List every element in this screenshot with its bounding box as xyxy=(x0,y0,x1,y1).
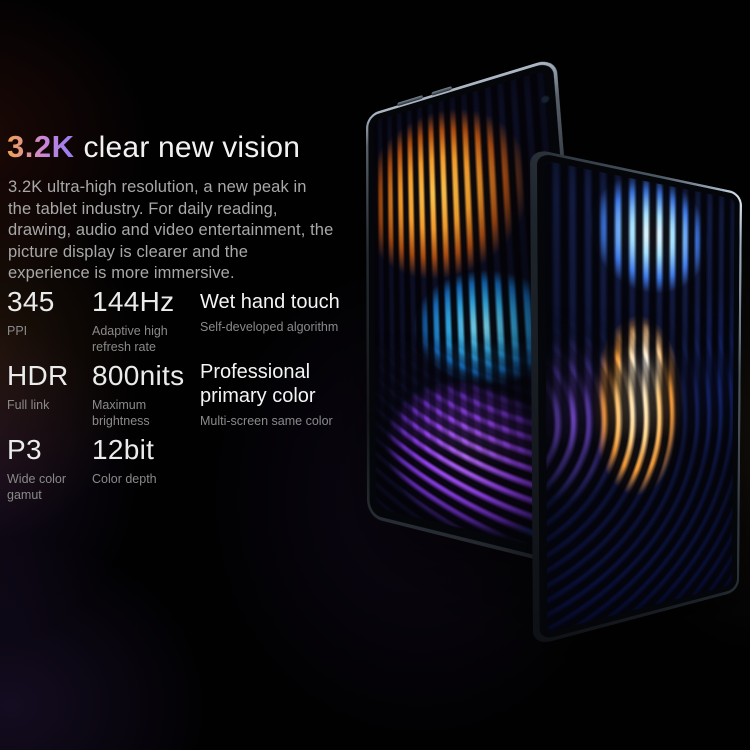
spec-label: Adaptive high refresh rate xyxy=(92,323,190,355)
spec-value: 345 xyxy=(7,286,82,318)
spec-item-refresh-rate: 144Hz Adaptive high refresh rate xyxy=(92,286,200,355)
spec-item-hdr: HDR Full link xyxy=(7,360,92,413)
promo-banner: 3.2K clear new vision 3.2K ultra-high re… xyxy=(0,0,750,750)
page-title: 3.2K clear new vision xyxy=(7,129,300,165)
spec-label: Maximum brightness xyxy=(92,397,190,429)
title-highlight: 3.2K xyxy=(7,129,74,165)
spec-item-color-gamut: P3 Wide color gamut xyxy=(7,434,92,503)
spec-grid: 345 PPI 144Hz Adaptive high refresh rate… xyxy=(7,286,352,503)
spec-item-primary-color: Professional primary color Multi-screen … xyxy=(200,360,352,429)
description-text: 3.2K ultra-high resolution, a new peak i… xyxy=(8,177,334,285)
spec-item-wet-hand-touch: Wet hand touch Self-developed algorithm xyxy=(200,286,352,335)
spec-value: 12bit xyxy=(92,434,190,466)
spec-label: Self-developed algorithm xyxy=(200,319,342,335)
spec-value: 144Hz xyxy=(92,286,190,318)
spec-value: Professional primary color xyxy=(200,360,342,408)
spec-label: Full link xyxy=(7,397,82,413)
spec-label: Wide color gamut xyxy=(7,471,82,503)
spec-value: Wet hand touch xyxy=(200,286,342,314)
title-rest: clear new vision xyxy=(83,131,300,165)
copy-block: 3.2K clear new vision 3.2K ultra-high re… xyxy=(0,0,750,750)
spec-item-brightness: 800nits Maximum brightness xyxy=(92,360,200,429)
spec-item-ppi: 345 PPI xyxy=(7,286,92,339)
spec-label: Multi-screen same color xyxy=(200,413,342,429)
spec-value: P3 xyxy=(7,434,82,466)
spec-value: 800nits xyxy=(92,360,190,392)
spec-value: HDR xyxy=(7,360,82,392)
spec-label: Color depth xyxy=(92,471,190,487)
spec-label: PPI xyxy=(7,323,82,339)
spec-item-color-depth: 12bit Color depth xyxy=(92,434,200,487)
